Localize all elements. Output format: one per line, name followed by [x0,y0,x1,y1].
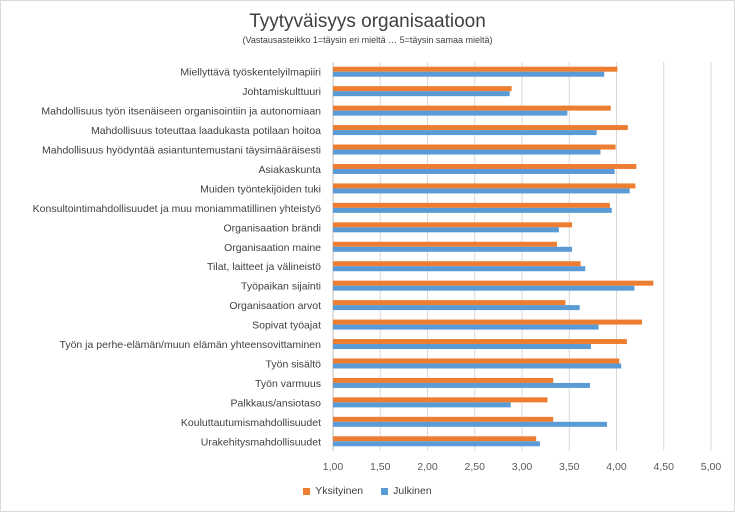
bars [333,66,654,447]
category-label: Työn varmuus [255,378,321,390]
bar-julkinen [333,188,630,194]
category-label: Organisaation brändi [224,222,321,234]
bar-julkinen [333,110,568,116]
x-tick-label: 1,50 [370,461,391,473]
bar-yksityinen [333,222,573,228]
bar-yksityinen [333,125,628,131]
bar-julkinen [333,441,540,447]
bar-yksityinen [333,241,557,247]
category-label: Konsultointimahdollisuudet ja muu moniam… [33,203,321,215]
bar-yksityinen [333,300,566,306]
category-label: Työpaikan sijainti [241,281,321,293]
bar-julkinen [333,285,635,291]
chart-subtitle: (Vastausasteikko 1=täysin eri mieltä … 5… [242,35,493,45]
bar-julkinen [333,382,591,388]
x-tick-labels: 1,00 1,50 2,00 2,50 3,00 3,50 4,00 4,50 5,00 [323,461,722,473]
bar-julkinen [333,227,559,233]
bar-yksityinen [333,86,512,92]
category-label: Mahdollisuus toteuttaa laadukasta potila… [91,125,321,137]
bar-julkinen [333,149,601,155]
category-label: Asiakaskunta [259,164,322,176]
x-tick-label: 4,50 [654,461,675,473]
bar-yksityinen [333,416,554,422]
bar-yksityinen [333,436,537,442]
x-tick-label: 3,50 [559,461,580,473]
legend-swatch-julkinen [381,487,389,495]
bar-julkinen [333,207,612,213]
bar-yksityinen [333,358,620,364]
category-label: Tilat, laitteet ja välineistö [207,261,321,273]
x-tick-label: 4,00 [606,461,627,473]
bar-yksityinen [333,397,548,403]
bar-julkinen [333,421,608,427]
category-label: Muiden työntekijöiden tuki [200,183,321,195]
bar-julkinen [333,324,599,330]
bar-chart: Miellyttävä työskentelyilmapiiri Johtamis… [33,62,722,473]
category-label: Sopivat työajat [252,320,321,332]
category-label: Miellyttävä työskentelyilmapiiri [180,67,321,79]
bar-julkinen [333,71,605,77]
category-label: Johtamiskulttuuri [242,86,321,98]
bar-julkinen [333,91,510,97]
bar-julkinen [333,305,580,311]
bar-julkinen [333,344,591,350]
bar-yksityinen [333,66,618,72]
category-label: Kouluttautumismahdollisuudet [181,417,321,429]
bar-yksityinen [333,339,627,345]
legend-swatch-yksityinen [303,487,311,495]
bar-yksityinen [333,105,611,111]
legend-item-yksityinen: Yksityinen [303,485,363,497]
category-label: Työn ja perhe-elämän/muun elämän yhteens… [60,339,322,351]
category-label: Työn sisältö [266,358,322,370]
legend-label-julkinen: Julkinen [393,485,432,497]
category-label: Organisaation arvot [229,300,321,312]
x-tick-label: 3,00 [512,461,533,473]
bar-julkinen [333,402,511,408]
bar-yksityinen [333,377,554,383]
bar-yksityinen [333,202,610,208]
bar-julkinen [333,266,586,272]
x-tick-label: 1,00 [323,461,344,473]
legend-item-julkinen: Julkinen [381,485,432,497]
category-label: Mahdollisuus työn itsenäiseen organisoin… [41,106,321,118]
x-tick-label: 2,00 [417,461,438,473]
bar-yksityinen [333,163,637,169]
bar-yksityinen [333,261,581,267]
legend: Yksityinen Julkinen [1,485,734,497]
x-tick-label: 2,50 [465,461,486,473]
bar-julkinen [333,168,615,174]
category-label: Organisaation maine [224,242,321,254]
chart-title: Tyytyväisyys organisaatioon [249,11,486,32]
category-label: Urakehitysmahdollisuudet [201,436,321,448]
category-label: Mahdollisuus hyödyntää asiantuntemustani… [42,145,321,157]
bar-yksityinen [333,183,636,189]
gridlines [332,62,712,451]
legend-label-yksityinen: Yksityinen [315,485,364,497]
bar-yksityinen [333,144,616,150]
bar-yksityinen [333,319,643,325]
bar-yksityinen [333,280,654,286]
x-tick-label: 5,00 [701,461,722,473]
bar-julkinen [333,130,597,136]
category-label: Palkkaus/ansiotaso [231,397,322,409]
category-labels: Miellyttävä työskentelyilmapiiri Johtamis… [33,67,321,449]
bar-julkinen [333,363,622,369]
bar-julkinen [333,246,573,252]
